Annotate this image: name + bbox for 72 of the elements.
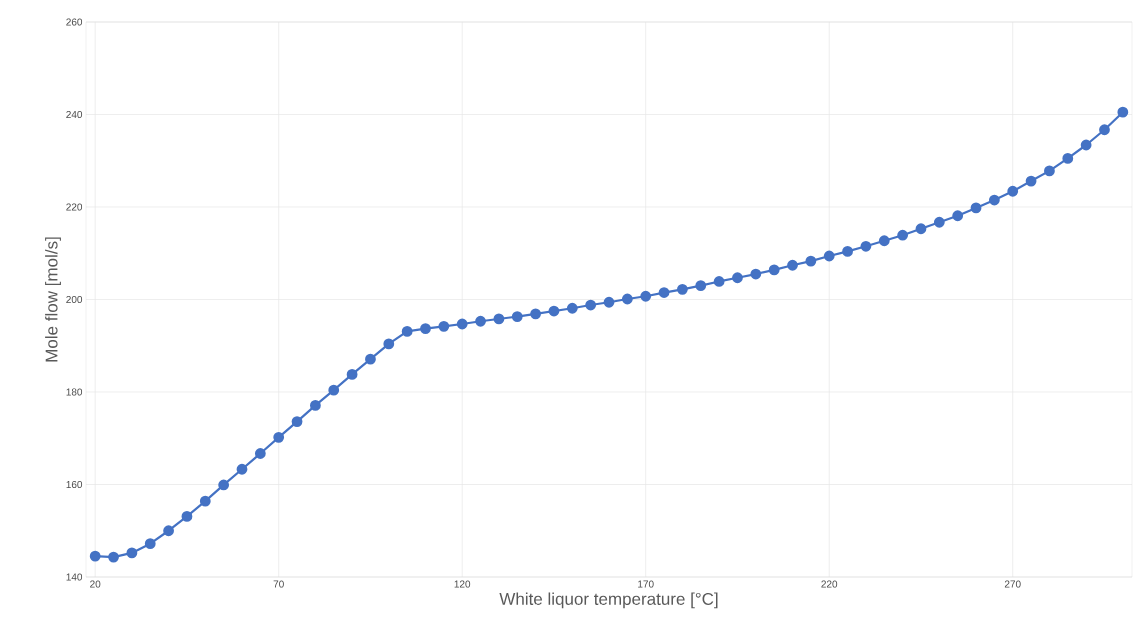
point bbox=[732, 272, 743, 284]
point bbox=[640, 290, 652, 302]
point bbox=[603, 296, 615, 308]
point bbox=[199, 495, 211, 507]
point bbox=[988, 194, 1000, 206]
point bbox=[89, 550, 101, 562]
point bbox=[438, 320, 450, 332]
point bbox=[842, 245, 853, 257]
point bbox=[897, 229, 909, 241]
point bbox=[805, 255, 817, 267]
y-axis-title: Mole flow [mol/s] bbox=[45, 237, 61, 362]
point bbox=[713, 276, 725, 287]
point bbox=[585, 299, 597, 311]
point bbox=[952, 210, 964, 222]
x-tick-label: 170 bbox=[638, 580, 654, 588]
point bbox=[511, 311, 523, 322]
point bbox=[970, 202, 982, 214]
point bbox=[493, 313, 505, 325]
point bbox=[401, 326, 413, 337]
point bbox=[768, 264, 780, 276]
point bbox=[787, 259, 798, 271]
point bbox=[273, 431, 285, 443]
x-tick-label: 220 bbox=[821, 580, 838, 588]
y-tick-label: 260 bbox=[66, 18, 83, 26]
point bbox=[1117, 106, 1129, 118]
point bbox=[420, 323, 431, 335]
point bbox=[750, 268, 762, 280]
point bbox=[1025, 175, 1037, 187]
y-tick-label: 160 bbox=[66, 480, 83, 489]
point bbox=[365, 353, 376, 365]
point bbox=[530, 308, 542, 320]
point bbox=[108, 551, 119, 563]
x-axis-title: White liquor temperature [°C] bbox=[499, 592, 718, 609]
point bbox=[878, 235, 890, 247]
point bbox=[328, 384, 340, 396]
y-tick-label: 140 bbox=[66, 573, 83, 581]
point bbox=[548, 305, 560, 317]
point bbox=[163, 525, 174, 537]
x-tick-label: 70 bbox=[273, 580, 284, 588]
point bbox=[915, 223, 927, 235]
point bbox=[860, 240, 872, 252]
y-tick-label: 220 bbox=[66, 203, 83, 211]
x-tick-label: 20 bbox=[90, 580, 101, 588]
point bbox=[658, 287, 670, 298]
y-tick-label: 200 bbox=[66, 295, 83, 304]
point bbox=[218, 479, 230, 491]
point bbox=[181, 511, 193, 522]
point bbox=[677, 283, 688, 295]
point bbox=[933, 216, 945, 228]
point bbox=[126, 547, 138, 559]
point bbox=[1062, 153, 1074, 164]
point bbox=[291, 416, 303, 427]
y-tick-label: 180 bbox=[66, 388, 83, 396]
point bbox=[1044, 165, 1055, 177]
point bbox=[695, 280, 707, 292]
y-tick-label: 240 bbox=[66, 110, 83, 119]
point bbox=[383, 338, 395, 350]
point bbox=[346, 369, 358, 380]
point bbox=[144, 538, 156, 550]
x-tick-label: 120 bbox=[454, 580, 471, 588]
point bbox=[1099, 124, 1110, 136]
point bbox=[310, 400, 321, 411]
point bbox=[566, 302, 578, 314]
x-tick-label: 270 bbox=[1004, 580, 1021, 588]
point bbox=[621, 293, 633, 305]
point bbox=[1080, 139, 1092, 151]
point bbox=[236, 463, 248, 475]
point bbox=[823, 250, 835, 262]
point bbox=[456, 318, 468, 330]
point bbox=[1007, 185, 1019, 197]
point bbox=[475, 315, 486, 327]
point bbox=[254, 448, 266, 459]
